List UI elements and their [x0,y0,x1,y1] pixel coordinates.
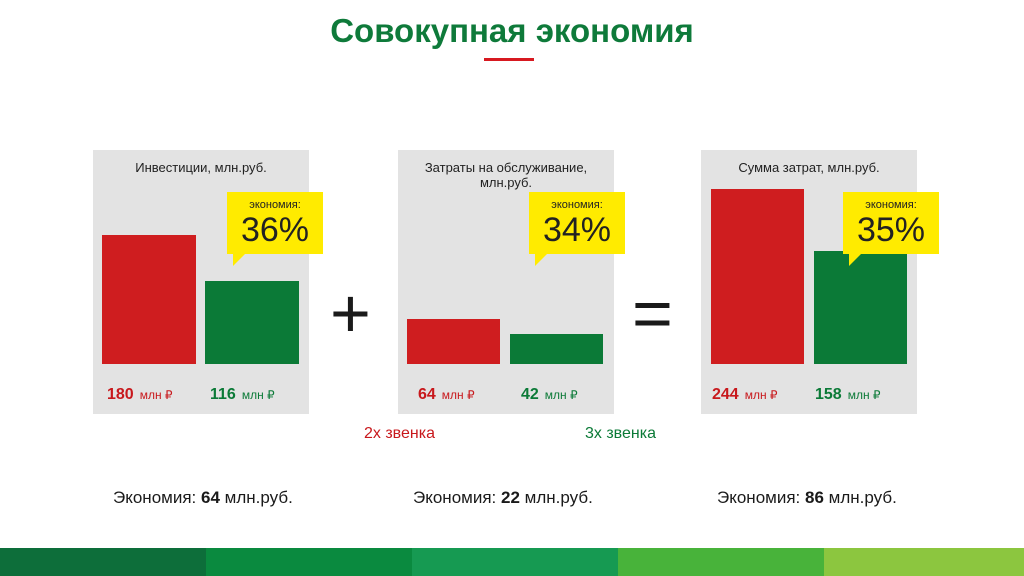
value-unit: млн ₽ [241,388,275,402]
saving-prefix: Экономия: [717,488,801,507]
bar-red [102,235,196,364]
footer-stripe [412,548,618,576]
value-number: 180 [107,386,134,403]
savings-callout: экономия: 35% [843,192,939,266]
footer-stripe [0,548,206,576]
saving-line-investments: Экономия: 64 млн.руб. [113,488,293,508]
callout-value: 35% [856,211,926,249]
page-title: Совокупная экономия [330,12,694,49]
investments-chart-panel: Инвестиции, млн.руб. экономия: 36% 180 мл… [93,150,323,414]
value-number: 158 [815,386,842,403]
value-number: 244 [712,386,739,403]
value-unit: млн ₽ [744,388,778,402]
value-unit: млн ₽ [544,388,578,402]
footer-stripe [206,548,412,576]
chart-title: Сумма затрат, млн.руб. [738,160,880,175]
saving-prefix: Экономия: [413,488,497,507]
chart-title: Инвестиции, млн.руб. [135,160,267,175]
saving-value: 86 [805,488,824,507]
two-level-note: 2х звенка [364,425,435,442]
saving-suffix: млн.руб. [224,488,293,507]
bar-green [510,334,603,364]
value-label-red: 64 млн ₽ [418,386,475,404]
footer-stripe [824,548,1024,576]
value-label-red: 244 млн ₽ [712,386,778,404]
bar-green [205,281,299,364]
saving-value: 22 [501,488,520,507]
value-unit: млн ₽ [441,388,475,402]
chart-title: Затраты на обслуживание, млн.руб. [424,160,588,190]
three-level-note: 3х звенка [585,425,656,442]
maintenance-chart-panel: Затраты на обслуживание, млн.руб. эконом… [398,150,625,414]
value-label-green: 158 млн ₽ [815,386,881,404]
total-cost-chart-panel: Сумма затрат, млн.руб. экономия: 35% 244… [701,150,939,414]
bar-red [711,189,804,364]
saving-suffix: млн.руб. [524,488,593,507]
footer-stripe [618,548,824,576]
value-unit: млн ₽ [139,388,173,402]
callout-label: экономия: [551,199,603,211]
saving-suffix: млн.руб. [828,488,897,507]
value-unit: млн ₽ [847,388,881,402]
callout-label: экономия: [865,199,917,211]
bar-green [814,251,907,364]
value-label-green: 116 млн ₽ [210,386,275,404]
saving-prefix: Экономия: [113,488,197,507]
value-label-green: 42 млн ₽ [521,386,578,404]
value-number: 116 [210,386,236,403]
callout-tail [849,254,861,266]
savings-callout: экономия: 34% [529,192,625,266]
value-label-red: 180 млн ₽ [107,386,173,404]
saving-line-total: Экономия: 86 млн.руб. [717,488,897,508]
equals-sign: = [632,274,673,352]
callout-label: экономия: [249,199,301,211]
value-number: 64 [418,386,436,403]
callout-tail [535,254,547,266]
value-number: 42 [521,386,539,403]
saving-value: 64 [201,488,220,507]
callout-value: 36% [240,211,310,249]
bar-red [407,319,500,364]
saving-line-maintenance: Экономия: 22 млн.руб. [413,488,593,508]
callout-tail [233,254,245,266]
title-underline [484,58,534,61]
plus-sign: + [330,274,371,352]
savings-callout: экономия: 36% [227,192,323,266]
callout-value: 34% [542,211,612,249]
